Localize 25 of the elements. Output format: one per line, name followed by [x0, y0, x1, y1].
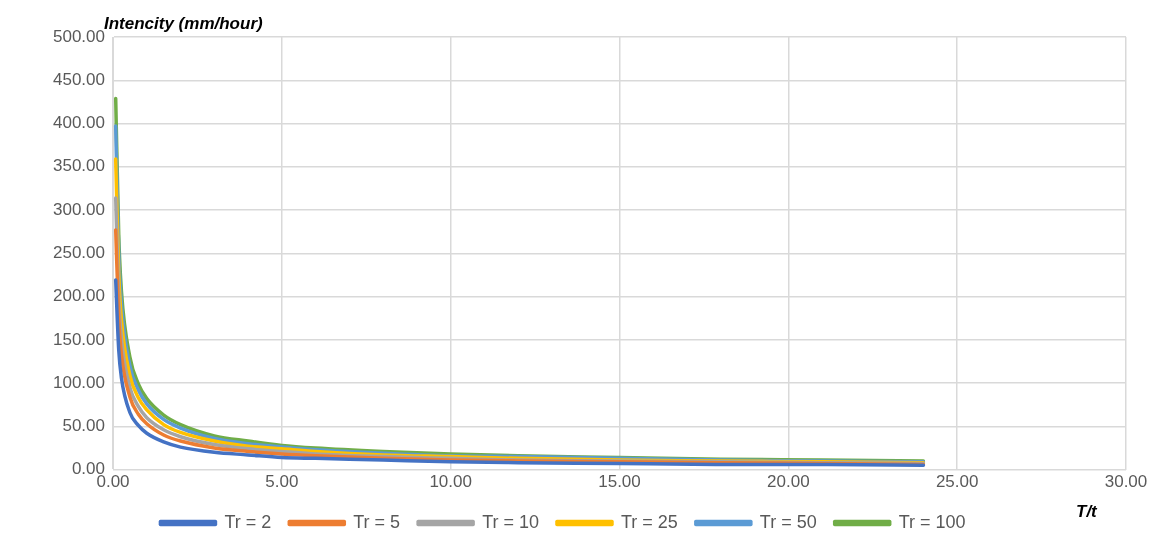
y-tick-label: 300.00	[53, 199, 105, 219]
x-axis-title: T/t	[1076, 502, 1097, 522]
y-tick-label: 400.00	[53, 113, 105, 133]
y-tick-label: 350.00	[53, 156, 105, 176]
y-tick-label: 200.00	[53, 286, 105, 306]
legend-label: Tr = 2	[224, 511, 272, 532]
legend-label: Tr = 50	[759, 511, 817, 532]
x-tick-label: 25.00	[935, 472, 979, 492]
legend-label: Tr = 10	[482, 511, 539, 532]
x-tick-label: 5.00	[265, 472, 299, 492]
x-tick-label: 10.00	[429, 472, 472, 492]
legend-label: Tr = 100	[898, 511, 966, 532]
x-tick-label: 20.00	[767, 472, 810, 492]
y-tick-label: 50.00	[62, 416, 105, 436]
y-tick-label: 150.00	[53, 329, 105, 349]
legend-label: Tr = 5	[353, 511, 401, 532]
line-series	[113, 278, 926, 468]
x-tick-label: 30.00	[1104, 472, 1148, 492]
y-tick-label: 450.00	[53, 69, 105, 89]
legend-label: Tr = 25	[620, 511, 678, 532]
y-tick-label: 250.00	[53, 242, 105, 262]
y-tick-label: 100.00	[53, 372, 105, 392]
y-tick-label: 500.00	[53, 26, 105, 46]
y-axis-title: Intencity (mm/hour)	[104, 14, 263, 33]
x-tick-label: 15.00	[598, 472, 641, 492]
